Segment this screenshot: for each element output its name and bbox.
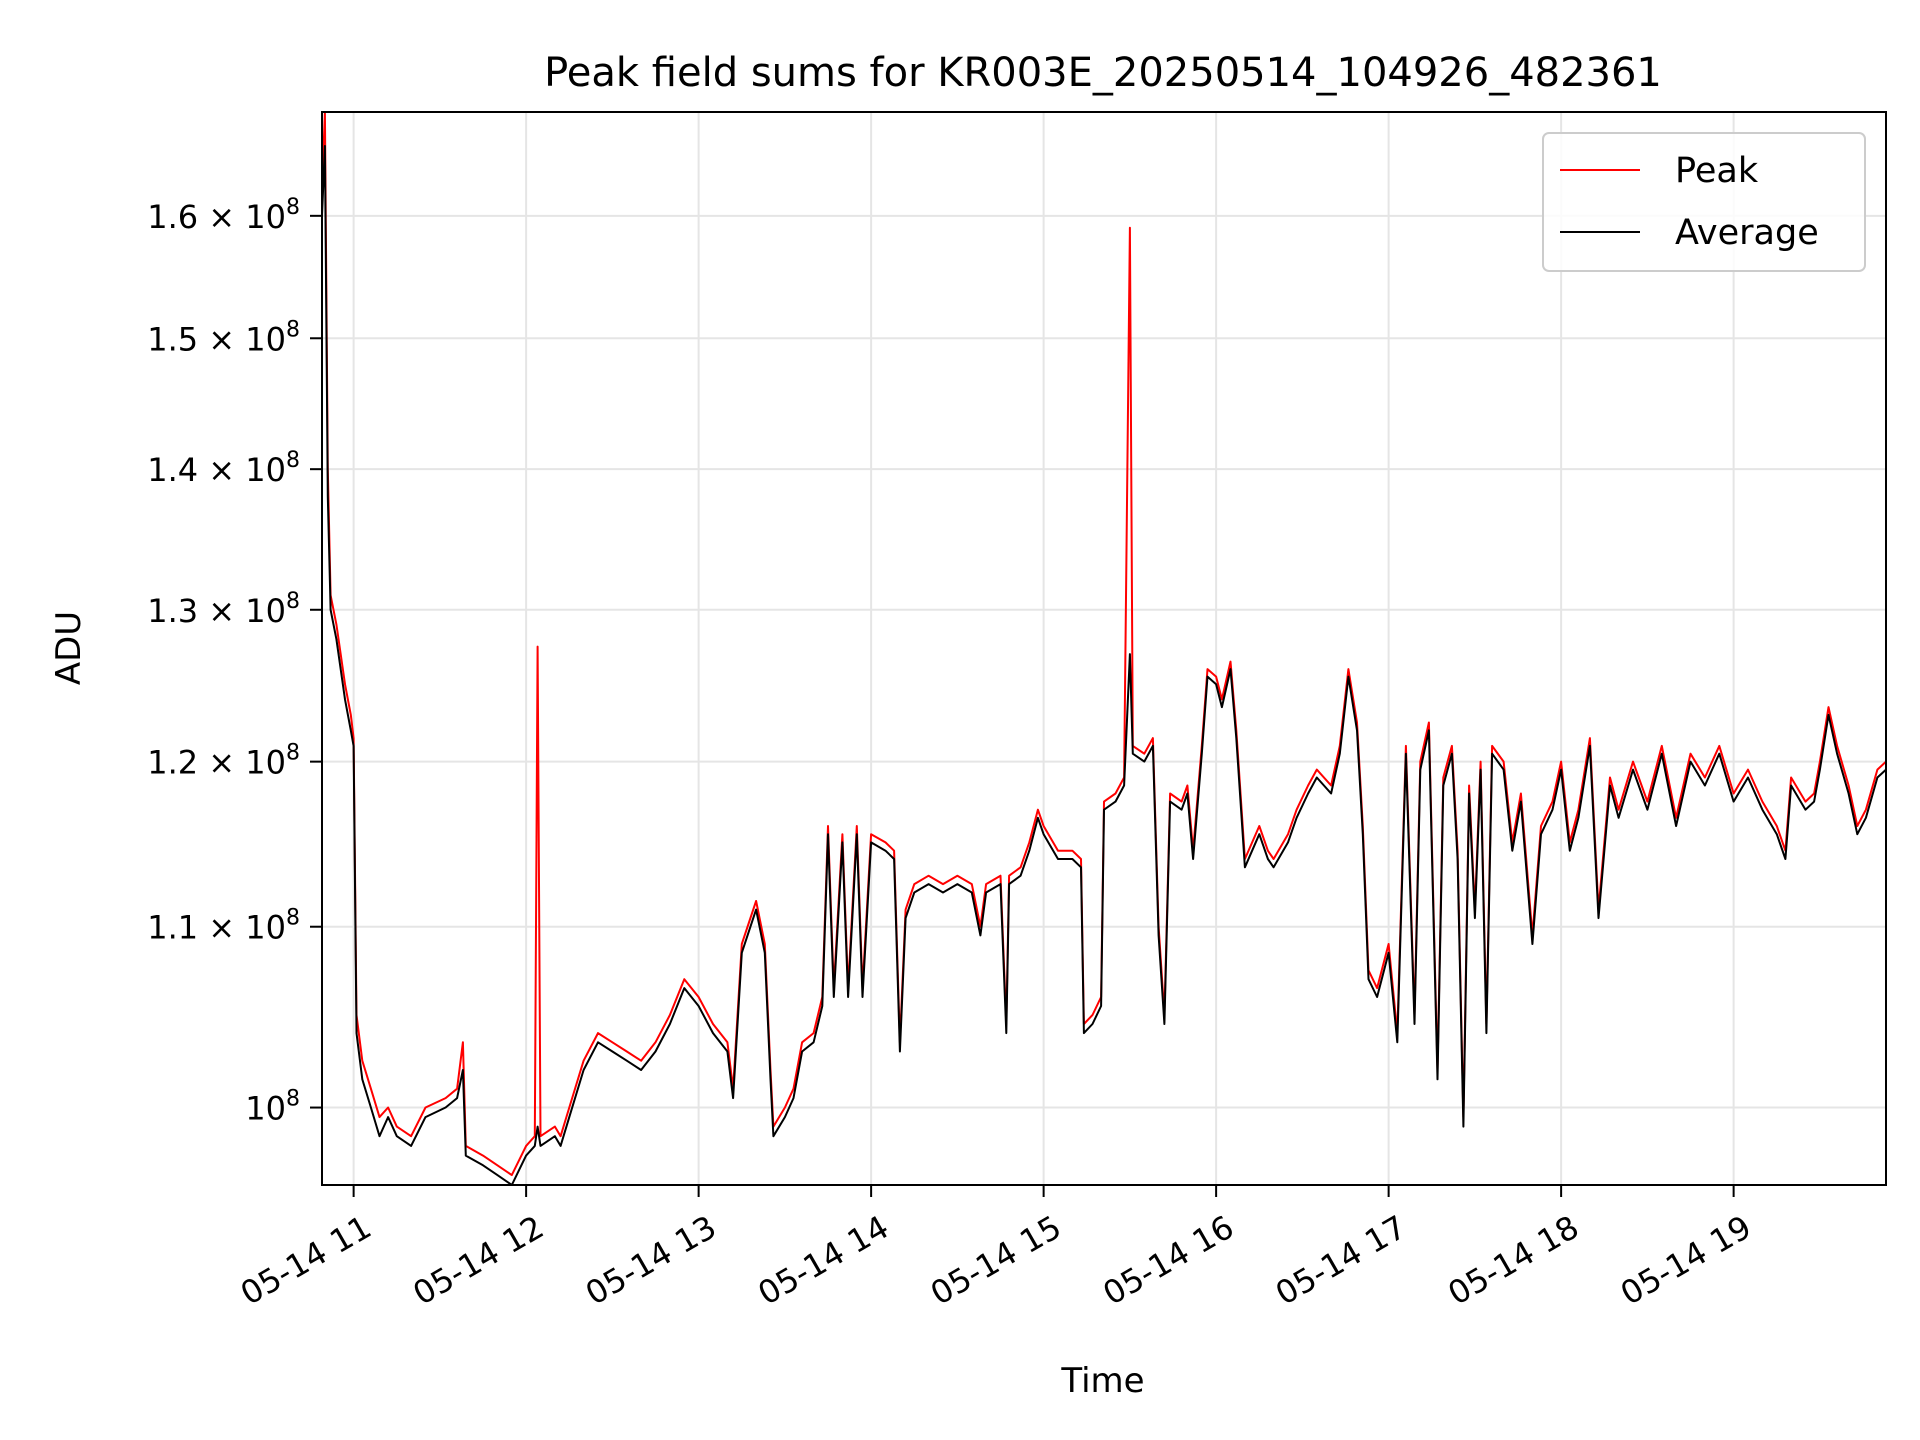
y-tick-mantissa: 1.6 × 10: [147, 198, 286, 236]
legend-box: [1542, 132, 1866, 272]
grid: [322, 112, 1886, 1185]
y-tick-mantissa: 1.3 × 10: [147, 592, 286, 630]
y-tick-exponent: 8: [286, 195, 300, 220]
y-tick-label: 1.1 × 108: [147, 906, 300, 947]
chart-title: Peak field sums for KR003E_20250514_1049…: [544, 50, 1662, 96]
x-axis-title: Time: [1060, 1361, 1144, 1401]
y-tick-label: 1.5 × 108: [147, 317, 300, 358]
y-tick-mantissa: 1.4 × 10: [147, 451, 286, 489]
y-tick-mantissa: 10: [245, 1090, 286, 1128]
plot-frame: [321, 111, 1887, 1186]
y-tick-label: 1.4 × 108: [147, 448, 300, 489]
legend-label-average: Average: [1675, 213, 1819, 253]
y-tick-exponent: 8: [286, 1087, 300, 1112]
y-tick-mantissa: 1.5 × 10: [147, 320, 286, 358]
series-layer: [322, 112, 1886, 1185]
series-line-average: [322, 145, 1886, 1185]
y-tick-mantissa: 1.2 × 10: [147, 744, 286, 782]
y-tick-mantissa: 1.1 × 10: [147, 909, 286, 947]
y-tick-exponent: 8: [286, 589, 300, 614]
y-tick-label: 108: [245, 1087, 300, 1128]
y-tick-exponent: 8: [286, 448, 300, 473]
y-tick-exponent: 8: [286, 906, 300, 931]
legend-label-peak: Peak: [1675, 151, 1759, 191]
y-tick-exponent: 8: [286, 317, 300, 342]
legend: Peak Average: [1542, 132, 1866, 272]
y-axis-title: ADU: [49, 611, 89, 685]
y-tick-label: 1.6 × 108: [147, 195, 300, 236]
y-tick-label: 1.2 × 108: [147, 741, 300, 782]
y-tick-exponent: 8: [286, 741, 300, 766]
y-tick-label: 1.3 × 108: [147, 589, 300, 630]
